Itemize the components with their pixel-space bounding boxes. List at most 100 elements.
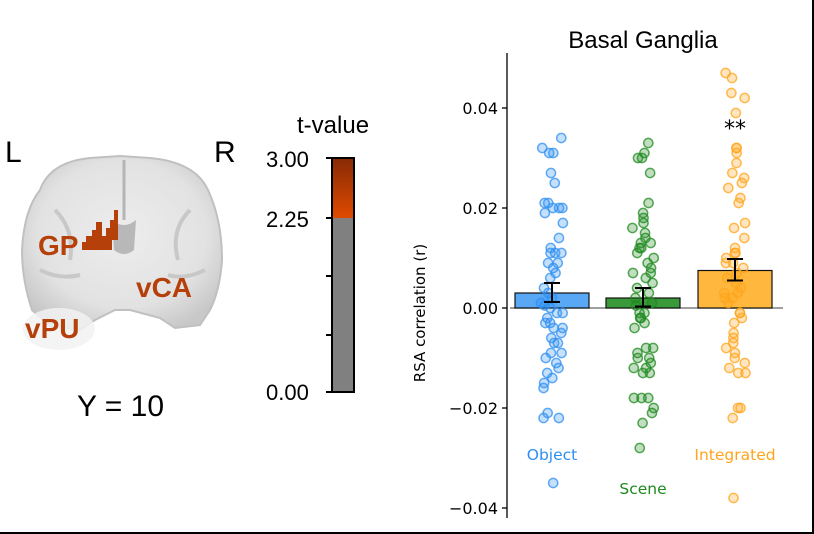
data-point-scene — [646, 297, 658, 309]
data-point-scene — [627, 267, 639, 279]
colorbar-tick-label-max: 3.00 — [266, 147, 309, 172]
data-point-scene — [639, 317, 650, 329]
category-label-scene: Scene — [619, 480, 666, 498]
points-group — [535, 67, 751, 504]
data-point-integrated — [731, 267, 743, 279]
data-point-object — [553, 232, 565, 244]
data-point-integrated — [722, 297, 734, 309]
colorbar-title: t-value — [297, 112, 370, 139]
data-point-object — [557, 217, 569, 229]
y-tick-label: 0.02 — [462, 199, 498, 218]
data-point-object — [540, 317, 551, 329]
data-point-object — [543, 147, 555, 159]
y-tick-label: 0.00 — [462, 299, 498, 318]
data-point-integrated — [726, 167, 738, 179]
data-point-object — [539, 300, 550, 311]
slice-coordinate-label: Y = 10 — [77, 390, 165, 423]
data-point-scene — [647, 342, 659, 354]
data-point-scene — [632, 352, 644, 364]
data-point-scene — [627, 222, 638, 234]
colorbar — [326, 157, 355, 393]
data-point-integrated — [732, 402, 744, 414]
data-point-integrated — [720, 257, 732, 269]
data-point-integrated — [726, 72, 738, 84]
colorbar-tick-label-threshold: 2.25 — [266, 207, 309, 232]
data-point-scene — [643, 287, 655, 299]
roi-label-vca: vCA — [136, 272, 192, 303]
data-point-integrated — [736, 312, 748, 324]
data-point-scene — [636, 392, 647, 404]
data-point-object — [556, 347, 567, 359]
data-point-integrated — [729, 352, 741, 364]
sulcus-left — [39, 208, 81, 279]
chart-title: Basal Ganglia — [568, 27, 718, 54]
y-tick-label: 0.04 — [462, 99, 498, 118]
data-point-integrated — [730, 107, 742, 119]
right-hemisphere-label: R — [214, 136, 236, 169]
data-point-object — [553, 202, 565, 214]
y-tick-label: −0.02 — [449, 399, 498, 418]
colorbar-tick-label-min: 0.00 — [266, 380, 309, 405]
data-point-integrated — [731, 157, 742, 169]
data-point-scene — [632, 152, 644, 164]
data-point-object — [544, 272, 556, 284]
roi-label-vpu: vPU — [25, 313, 79, 344]
data-point-object — [552, 337, 564, 349]
data-point-scene — [631, 247, 643, 259]
data-point-object — [545, 167, 557, 179]
data-point-scene — [634, 442, 646, 454]
colorbar-hot-segment — [332, 158, 354, 218]
data-point-object — [555, 327, 567, 339]
data-point-integrated — [733, 197, 744, 209]
data-point-object — [538, 382, 549, 394]
data-point-object — [549, 247, 561, 259]
data-point-scene — [644, 167, 656, 179]
data-point-integrated — [740, 367, 751, 379]
data-point-object — [551, 307, 563, 319]
data-point-integrated — [727, 412, 739, 424]
category-label-integrated: Integrated — [694, 446, 775, 464]
data-point-object — [536, 142, 548, 154]
y-tick-label: −0.04 — [449, 499, 498, 518]
data-point-integrated — [728, 222, 740, 234]
data-point-integrated — [731, 147, 742, 159]
error-bars-group — [544, 258, 743, 308]
data-point-scene — [643, 197, 654, 209]
data-point-object — [540, 352, 552, 364]
colorbar-gray-segment — [332, 218, 354, 392]
data-point-scene — [646, 407, 658, 419]
data-point-object — [557, 202, 568, 214]
data-point-integrated — [728, 317, 740, 329]
data-point-integrated — [726, 87, 737, 99]
significance-marker: ** — [724, 117, 746, 142]
sulcus-right — [167, 208, 206, 279]
vpu-highlight — [23, 308, 95, 350]
data-point-object — [553, 362, 564, 374]
data-point-object — [548, 337, 560, 349]
data-point-object — [553, 412, 565, 424]
activation-cluster — [82, 210, 118, 250]
data-point-integrated — [739, 357, 751, 369]
data-point-integrated — [723, 362, 735, 374]
data-point-object — [549, 177, 561, 189]
data-point-object — [539, 197, 550, 209]
data-point-scene — [628, 392, 640, 404]
left-hemisphere-label: L — [5, 136, 22, 169]
data-point-integrated — [722, 182, 734, 194]
coronal-brain-slice: GP vCA vPU — [20, 154, 224, 350]
data-point-scene — [637, 417, 648, 429]
data-point-scene — [638, 217, 649, 229]
data-point-integrated — [739, 92, 751, 104]
data-point-object — [538, 412, 549, 424]
data-point-integrated — [729, 247, 741, 259]
significance-markers: ** — [724, 117, 746, 142]
data-point-scene — [628, 362, 640, 374]
data-point-object — [555, 132, 567, 144]
data-point-integrated — [728, 492, 739, 504]
data-point-object — [547, 477, 559, 489]
data-point-integrated — [720, 342, 732, 354]
category-labels: Object Scene Integrated — [527, 446, 776, 498]
data-point-scene — [629, 322, 640, 334]
